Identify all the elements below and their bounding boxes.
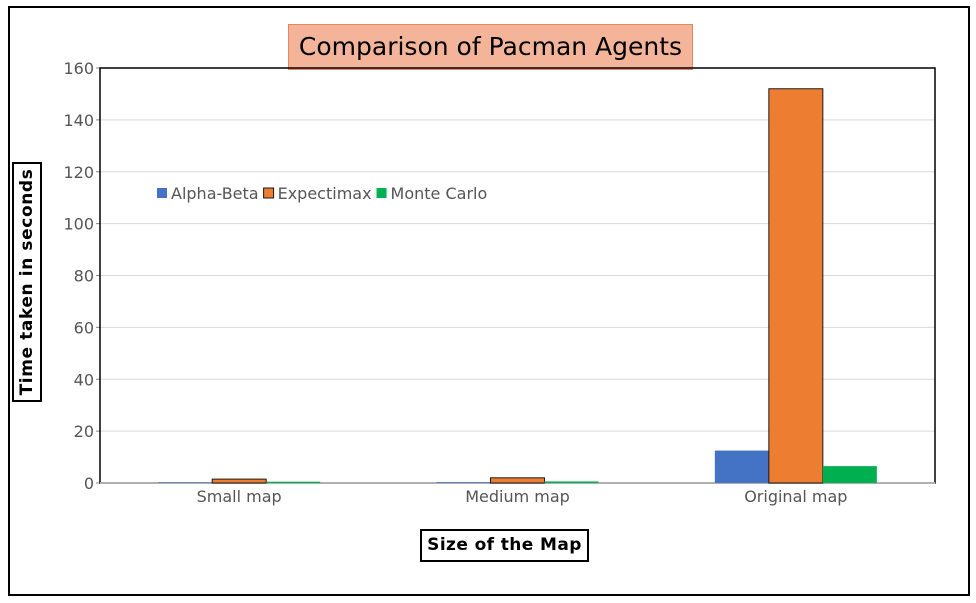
bar-expectimax [768,88,824,484]
y-tick-label: 60 [74,318,94,337]
bar-expectimax [211,478,267,484]
x-tick-label: Small map [197,487,282,506]
legend-swatch [376,188,387,198]
y-axis-title-box: Time taken in seconds [12,162,42,402]
y-tick-label: 20 [74,422,94,441]
bar-expectimax [490,477,545,484]
y-tick-label: 160 [63,59,94,78]
bar-alpha-beta [158,482,213,483]
bar-monte-carlo [822,466,877,483]
y-tick-label: 40 [74,370,94,389]
y-tick-label: 140 [63,111,94,130]
legend-swatch [157,188,167,198]
legend-label: Monte Carlo [391,184,488,203]
y-tick-label: 0 [84,474,94,493]
bar-monte-carlo [266,481,321,483]
chart-title: Comparison of Pacman Agents [288,24,693,70]
legend-swatch [263,187,275,199]
bar-monte-carlo [544,481,599,483]
x-tick-label: Original map [744,487,847,506]
y-tick-label: 120 [63,163,94,182]
y-tick-label: 80 [74,267,94,286]
y-tick-label: 100 [63,215,94,234]
bar-alpha-beta [714,450,769,483]
bar-alpha-beta [436,482,491,483]
x-tick-label: Medium map [465,487,570,506]
legend-label: Alpha-Beta [171,184,259,203]
x-axis-title: Size of the Map [420,529,589,562]
legend-label: Expectimax [278,184,372,203]
